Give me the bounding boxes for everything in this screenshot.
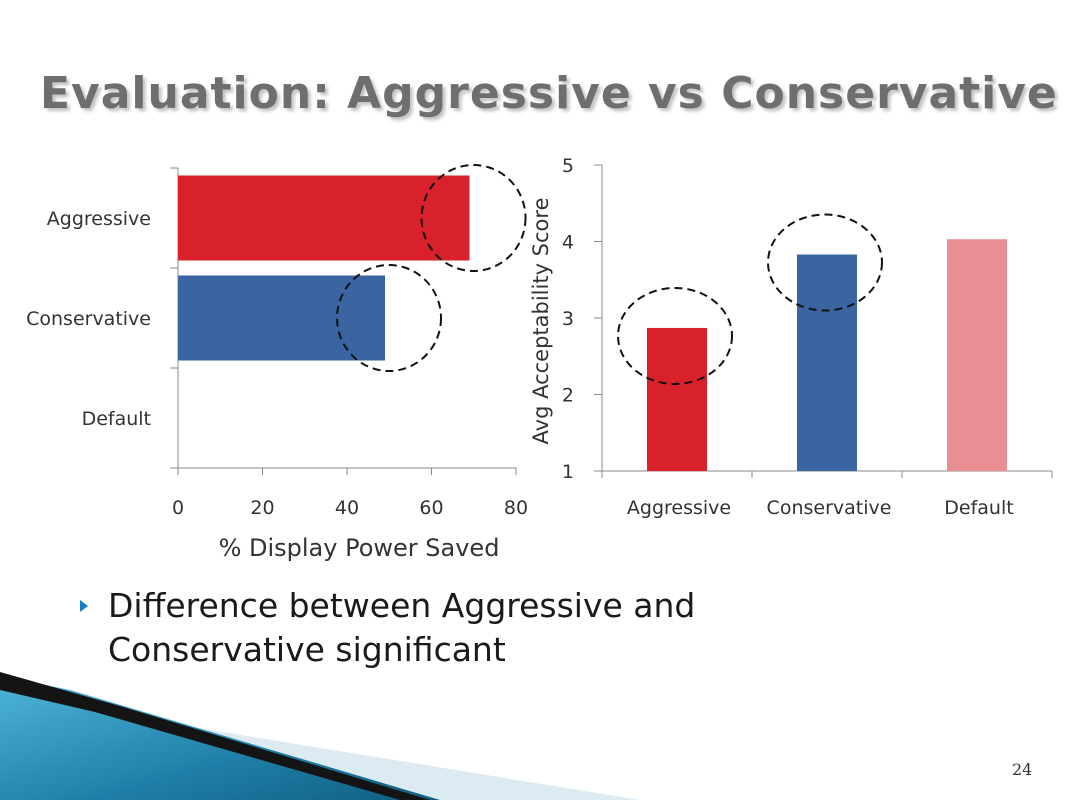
- highlight-circle-conservative: [767, 213, 883, 312]
- x-tick-label: 20: [250, 497, 274, 519]
- x-tick-label-conservative: Conservative: [767, 497, 892, 519]
- x-tick-label: 60: [419, 497, 443, 519]
- bullet-point: Difference between Aggressive and Conser…: [80, 584, 900, 672]
- bullet-arrow-icon: [80, 600, 88, 612]
- y-tick-label: 3: [562, 308, 574, 330]
- y-tick-label: 4: [562, 232, 574, 254]
- x-tick-label-aggressive: Aggressive: [627, 497, 731, 519]
- swoosh-black: [0, 672, 430, 800]
- y-axis-title: Avg Acceptability Score: [529, 198, 553, 445]
- highlight-circle-aggressive: [420, 164, 527, 272]
- slide-decoration: [0, 672, 640, 800]
- x-axis-title: % Display Power Saved: [219, 534, 500, 562]
- x-tick-label-default: Default: [944, 497, 1013, 519]
- y-tick-label: 1: [562, 461, 574, 483]
- bar-aggressive: [647, 327, 707, 471]
- slide-title: Evaluation: Aggressive vs Conservative: [40, 68, 1058, 119]
- bar-conservative: [797, 254, 857, 471]
- y-tick-label-default: Default: [82, 408, 151, 430]
- y-tick-label: 5: [562, 155, 574, 177]
- highlight-circle-conservative: [336, 264, 443, 372]
- y-tick-label-conservative: Conservative: [26, 308, 151, 330]
- bar-default: [947, 239, 1007, 471]
- power-saved-chart: 0 20 40 60 80 Aggressive Conservative Default % …: [26, 164, 528, 562]
- bullet-text: Difference between Aggressive and Conser…: [108, 586, 696, 669]
- highlight-circle-aggressive: [617, 286, 733, 385]
- bar-aggressive: [178, 175, 470, 261]
- acceptability-chart: 1 2 3 4 5 Aggressive Conservative Default Avg Ac…: [529, 155, 1053, 519]
- y-tick-label: 2: [562, 385, 574, 407]
- x-tick-label: 40: [335, 497, 359, 519]
- x-tick-label: 0: [172, 497, 184, 519]
- page-number: 24: [1012, 760, 1033, 779]
- y-tick-label-aggressive: Aggressive: [47, 208, 151, 230]
- bar-conservative: [178, 275, 386, 361]
- x-tick-label: 80: [504, 497, 528, 519]
